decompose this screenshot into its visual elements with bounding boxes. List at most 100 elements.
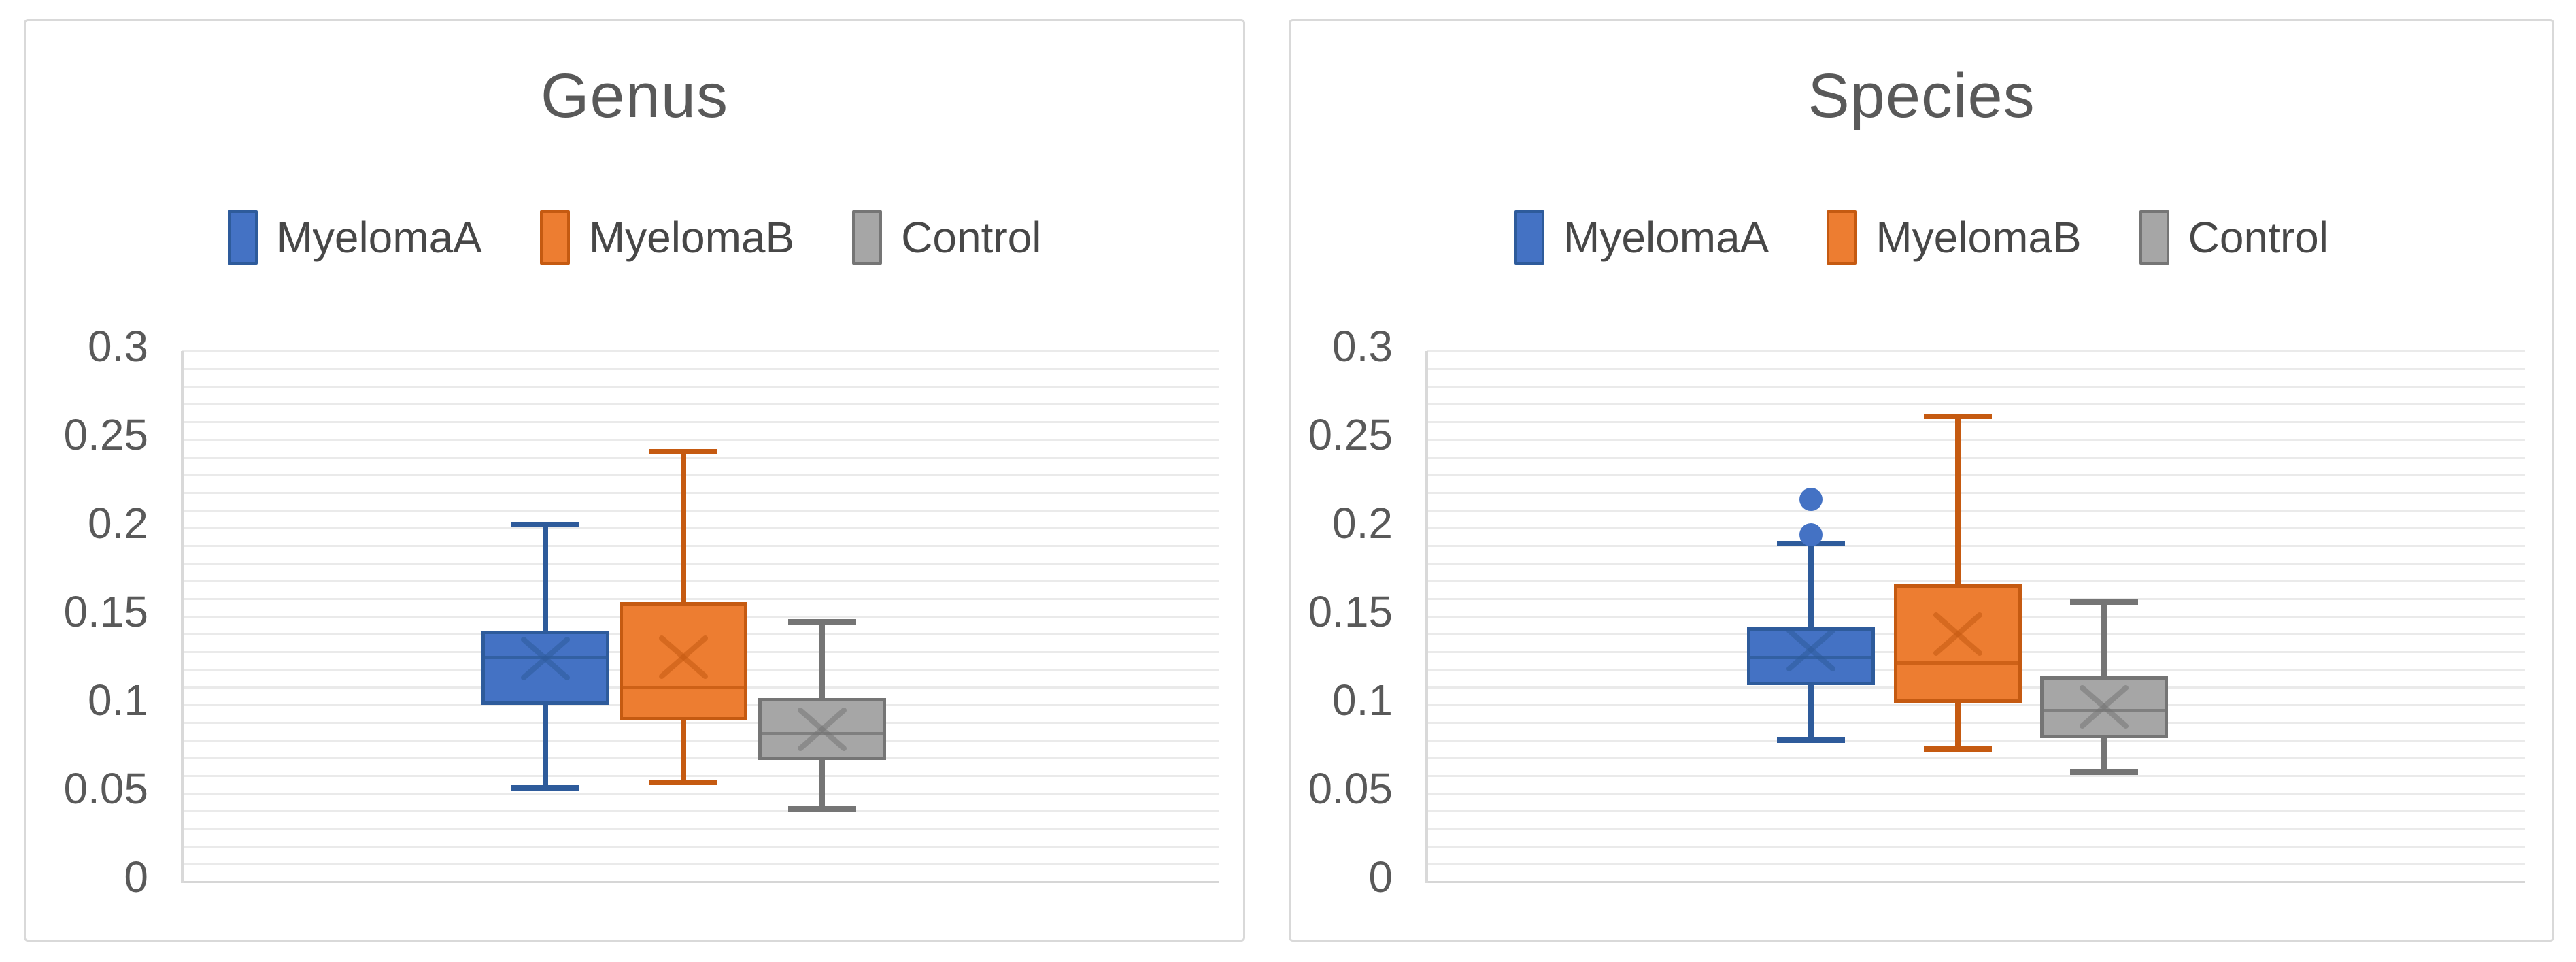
legend-swatch-myelomab	[539, 210, 570, 265]
mean-marker	[797, 708, 847, 752]
whisker-cap-high	[511, 521, 579, 527]
gridline	[1427, 403, 2525, 405]
gridline	[1427, 704, 2525, 706]
mean-marker	[1786, 628, 1836, 672]
outlier-dot	[1799, 523, 1823, 547]
y-axis-label: 0.15	[63, 587, 148, 636]
y-axis-label: 0.2	[88, 499, 148, 548]
legend-item-myelomaa: MyelomaA	[1514, 210, 1769, 265]
legend-swatch-control	[2139, 210, 2169, 265]
whisker-cap-high	[649, 449, 718, 455]
legend-label: MyelomaA	[276, 213, 482, 262]
box-control	[2040, 676, 2169, 739]
chart-title: Genus	[540, 61, 729, 131]
whisker-cap-low	[649, 780, 718, 786]
legend-item-control: Control	[852, 210, 1041, 265]
gridline	[182, 403, 1219, 405]
mean-marker	[659, 635, 709, 679]
legend-item-myelomab: MyelomaB	[539, 210, 794, 265]
gridline	[182, 722, 1219, 724]
gridline	[1427, 757, 2525, 759]
whisker-line	[1808, 544, 1814, 627]
box-myelomaa	[481, 630, 609, 705]
median-line	[761, 731, 883, 735]
y-axis-label: 0	[1368, 852, 1393, 901]
gridline	[182, 368, 1219, 370]
gridline	[182, 492, 1219, 494]
gridline	[182, 810, 1219, 812]
legend: MyelomaA MyelomaB Control	[1291, 210, 2552, 265]
legend-item-myelomaa: MyelomaA	[227, 210, 482, 265]
legend-item-control: Control	[2139, 210, 2328, 265]
gridline	[1427, 439, 2525, 441]
whisker-cap-low	[511, 785, 579, 791]
y-axis-label: 0.25	[63, 410, 148, 459]
y-axis-label: 0.1	[88, 676, 148, 725]
gridline	[182, 421, 1219, 423]
whisker-line	[1808, 685, 1814, 740]
gridline	[1427, 846, 2525, 848]
gridline	[1427, 545, 2525, 547]
gridline	[182, 350, 1219, 352]
chart-card-species: Species MyelomaA MyelomaB Control 0.3 0.2…	[1289, 19, 2554, 942]
legend-swatch-myelomab	[1827, 210, 1857, 265]
chart-title: Species	[1808, 61, 2035, 131]
whisker-line	[1954, 703, 1961, 749]
y-axis-line	[181, 351, 184, 883]
legend-item-myelomab: MyelomaB	[1827, 210, 2082, 265]
gridline	[1427, 386, 2525, 388]
gridline	[1427, 793, 2525, 795]
gridline	[1427, 563, 2525, 565]
y-axis-label: 0.25	[1308, 410, 1393, 459]
whisker-line	[2101, 738, 2107, 772]
gridline	[1427, 350, 2525, 352]
gridline	[182, 474, 1219, 476]
y-axis-label: 0.3	[88, 322, 148, 371]
gridline	[182, 510, 1219, 512]
gridline	[182, 740, 1219, 742]
legend-swatch-control	[852, 210, 883, 265]
legend-label: Control	[901, 213, 1042, 262]
legend-label: MyelomaB	[1876, 213, 2082, 262]
gridline	[182, 793, 1219, 795]
y-axis-label: 0.1	[1332, 676, 1393, 725]
y-axis-label: 0.15	[1308, 587, 1393, 636]
whisker-cap-high	[2070, 599, 2139, 606]
gridline	[182, 457, 1219, 459]
gridline	[182, 527, 1219, 529]
gridline	[1427, 421, 2525, 423]
whisker-cap-low	[1923, 746, 1992, 752]
median-line	[2044, 708, 2165, 712]
gridline	[182, 757, 1219, 759]
gridline	[1427, 474, 2525, 476]
legend-swatch-myelomaa	[227, 210, 258, 265]
median-line	[1750, 655, 1872, 659]
gridline	[182, 439, 1219, 441]
whisker-line	[681, 720, 687, 783]
whisker-cap-low	[787, 806, 856, 812]
gridline	[1427, 510, 2525, 512]
gridline	[182, 775, 1219, 777]
gridline	[1427, 863, 2525, 865]
y-axis-label: 0	[124, 852, 148, 901]
box-myelomab	[1893, 584, 2022, 703]
gridline	[182, 545, 1219, 547]
box-myelomab	[620, 602, 748, 721]
gridline	[182, 828, 1219, 830]
whisker-line	[2101, 602, 2107, 677]
whisker-line	[819, 621, 825, 698]
whisker-cap-low	[2070, 769, 2139, 775]
gridline	[182, 580, 1219, 582]
mean-marker	[1933, 612, 1982, 656]
gridline	[1427, 527, 2525, 529]
gridline	[182, 846, 1219, 848]
y-axis-line	[1425, 351, 1428, 883]
gridline	[1427, 740, 2525, 742]
y-axis-label: 0.05	[63, 764, 148, 813]
legend-label: Control	[2188, 213, 2328, 262]
whisker-cap-high	[1923, 414, 1992, 420]
whisker-cap-high	[787, 618, 856, 625]
gridline	[182, 881, 1219, 883]
median-line	[1897, 661, 2018, 665]
